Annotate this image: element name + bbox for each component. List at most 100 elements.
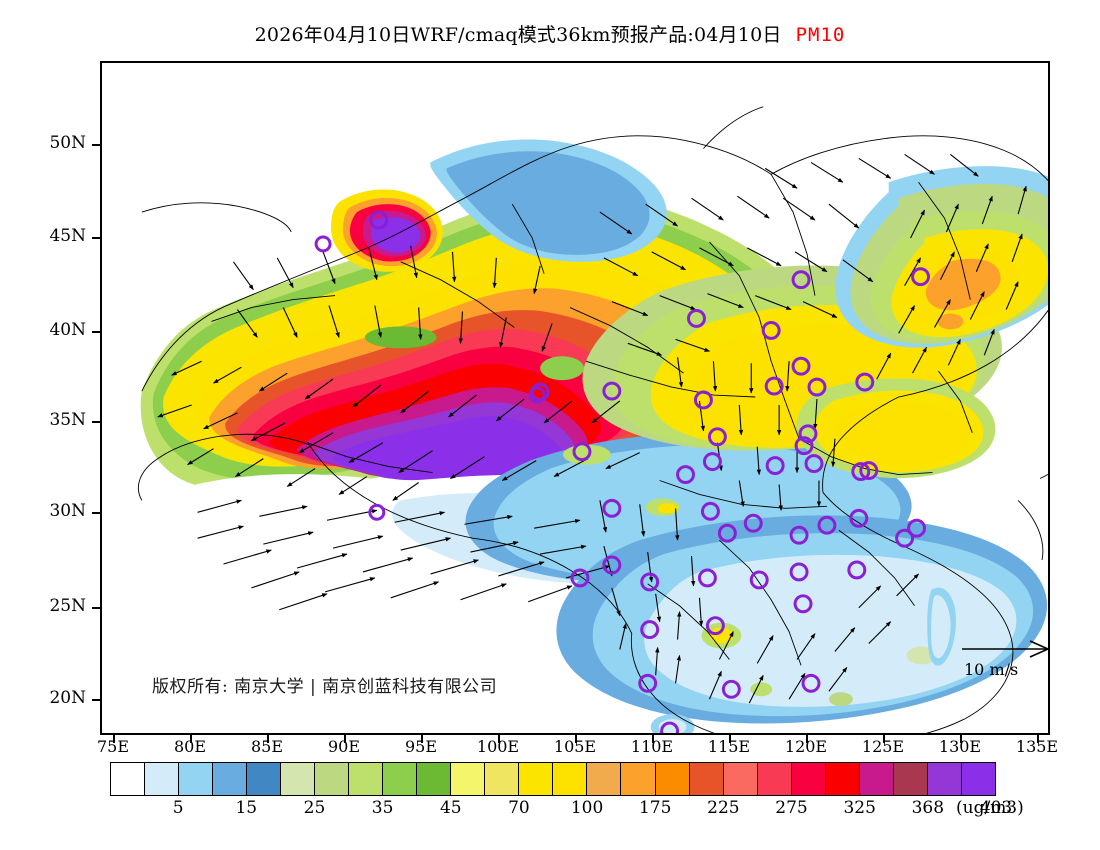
x-axis-tick-3 bbox=[344, 735, 346, 743]
x-axis-tick-1 bbox=[190, 735, 192, 743]
x-axis-label-6: 105E bbox=[553, 737, 597, 756]
wind-scale-label: 10 m/s bbox=[964, 660, 1019, 679]
title-species-label: PM10 bbox=[795, 24, 846, 46]
y-axis-label-1: 45N bbox=[49, 226, 86, 246]
x-axis-tick-4 bbox=[421, 735, 423, 743]
x-axis-tick-10 bbox=[883, 735, 885, 743]
copyright-watermark: 版权所有: 南京大学 | 南京创蓝科技有限公司 bbox=[152, 677, 498, 697]
x-axis-tick-2 bbox=[267, 735, 269, 743]
colorbar-segment-6[interactable] bbox=[315, 763, 350, 795]
colorbar-tick-25: 25 bbox=[303, 798, 326, 818]
colorbar-tick-403: 403 bbox=[979, 798, 1013, 818]
y-axis-label-0: 50N bbox=[49, 133, 86, 153]
colorbar-segment-8[interactable] bbox=[383, 763, 418, 795]
page-title: 2026年04月10日WRF/cmaq模式36km预报产品:04月10日 PM10 bbox=[0, 20, 1100, 47]
colorbar-tick-368: 368 bbox=[911, 798, 945, 818]
x-axis-tick-5 bbox=[498, 735, 500, 743]
colorbar-segment-7[interactable] bbox=[349, 763, 384, 795]
colorbar-segment-3[interactable] bbox=[213, 763, 248, 795]
colorbar-units-label: (ug/m3) bbox=[956, 798, 1024, 818]
colorbar-segment-11[interactable] bbox=[485, 763, 520, 795]
y-axis-tick-6 bbox=[92, 699, 100, 701]
wind-scale-legend: 10 m/s bbox=[958, 636, 1058, 688]
colorbar-segment-1[interactable] bbox=[145, 763, 180, 795]
colorbar-segment-21[interactable] bbox=[825, 763, 860, 795]
taiwan-region bbox=[927, 587, 956, 666]
x-axis-label-7: 110E bbox=[630, 737, 674, 756]
y-axis-label-5: 25N bbox=[49, 596, 86, 616]
y-axis-tick-5 bbox=[92, 607, 100, 609]
colorbar-segment-22[interactable] bbox=[859, 763, 894, 795]
contour-band-northeast bbox=[835, 166, 1048, 348]
colorbar-tick-15: 15 bbox=[235, 798, 258, 818]
y-axis-label-3: 35N bbox=[49, 410, 86, 430]
y-axis-tick-1 bbox=[92, 237, 100, 239]
y-axis-tick-3 bbox=[92, 421, 100, 423]
colorbar-segment-2[interactable] bbox=[179, 763, 214, 795]
colorbar-segment-15[interactable] bbox=[621, 763, 656, 795]
x-axis-label-3: 90E bbox=[327, 737, 361, 756]
colorbar-segment-12[interactable] bbox=[519, 763, 554, 795]
x-axis-tick-7 bbox=[652, 735, 654, 743]
contour-band-north-blue bbox=[430, 139, 667, 262]
colorbar-tick-5: 5 bbox=[172, 798, 184, 818]
colorbar-segment-4[interactable] bbox=[247, 763, 282, 795]
y-axis-tick-4 bbox=[92, 512, 100, 514]
y-axis-tick-0 bbox=[92, 144, 100, 146]
arrow-right-icon bbox=[962, 640, 1050, 658]
colorbar-tick-175: 175 bbox=[638, 798, 672, 818]
y-axis-label-6: 20N bbox=[49, 688, 86, 708]
contour-dzungaria-hotspot bbox=[331, 189, 443, 272]
contour-band-southeast bbox=[556, 515, 1048, 724]
x-axis-label-0: 75E bbox=[96, 737, 130, 756]
x-axis-tick-0 bbox=[113, 735, 115, 743]
colorbar-segment-25[interactable] bbox=[961, 763, 995, 795]
colorbar-tick-225: 225 bbox=[707, 798, 740, 818]
map-plot-area[interactable] bbox=[100, 61, 1050, 735]
pm10-contour-map bbox=[137, 106, 1048, 733]
x-axis-label-1: 80E bbox=[173, 737, 207, 756]
colorbar-segment-23[interactable] bbox=[893, 763, 928, 795]
monitoring-station-markers[interactable] bbox=[314, 210, 930, 733]
x-axis-tick-8 bbox=[729, 735, 731, 743]
colorbar-segment-17[interactable] bbox=[689, 763, 724, 795]
colorbar-tick-35: 35 bbox=[371, 798, 394, 818]
colorbar-segment-9[interactable] bbox=[417, 763, 452, 795]
x-axis-label-9: 120E bbox=[784, 737, 828, 756]
y-axis-tick-2 bbox=[92, 331, 100, 333]
x-axis-label-10: 125E bbox=[861, 737, 905, 756]
y-axis-label-4: 30N bbox=[49, 501, 86, 521]
colorbar-swatches[interactable] bbox=[110, 762, 996, 796]
x-axis-label-4: 95E bbox=[404, 737, 438, 756]
colorbar-segment-13[interactable] bbox=[553, 763, 588, 795]
colorbar-legend[interactable] bbox=[110, 762, 996, 796]
colorbar-segment-14[interactable] bbox=[587, 763, 622, 795]
colorbar-tick-275: 275 bbox=[775, 798, 808, 818]
colorbar-tick-45: 45 bbox=[439, 798, 462, 818]
colorbar-segment-5[interactable] bbox=[281, 763, 316, 795]
title-main-text: 2026年04月10日WRF/cmaq模式36km预报产品:04月10日 bbox=[254, 24, 782, 46]
contour-band-shandong bbox=[796, 378, 996, 479]
colorbar-segment-19[interactable] bbox=[757, 763, 792, 795]
colorbar-segment-16[interactable] bbox=[655, 763, 690, 795]
contour-band-nw-core bbox=[296, 387, 588, 481]
x-axis-label-8: 115E bbox=[707, 737, 751, 756]
x-axis-label-11: 130E bbox=[938, 737, 982, 756]
colorbar-segment-20[interactable] bbox=[791, 763, 826, 795]
x-axis-label-5: 100E bbox=[476, 737, 520, 756]
colorbar-tick-70: 70 bbox=[508, 798, 530, 818]
colorbar-tick-325: 325 bbox=[843, 798, 876, 818]
x-axis-tick-6 bbox=[575, 735, 577, 743]
x-axis-tick-11 bbox=[960, 735, 962, 743]
colorbar-segment-0[interactable] bbox=[111, 763, 146, 795]
y-axis-label-2: 40N bbox=[49, 320, 86, 340]
colorbar-tick-100: 100 bbox=[570, 798, 604, 818]
x-axis-label-12: 135E bbox=[1015, 737, 1059, 756]
wind-vector-field bbox=[157, 153, 1027, 704]
x-axis-tick-12 bbox=[1037, 735, 1039, 743]
x-axis-label-2: 85E bbox=[250, 737, 284, 756]
colorbar-segment-18[interactable] bbox=[723, 763, 758, 795]
colorbar-segment-24[interactable] bbox=[927, 763, 962, 795]
x-axis-tick-9 bbox=[806, 735, 808, 743]
colorbar-segment-10[interactable] bbox=[451, 763, 486, 795]
